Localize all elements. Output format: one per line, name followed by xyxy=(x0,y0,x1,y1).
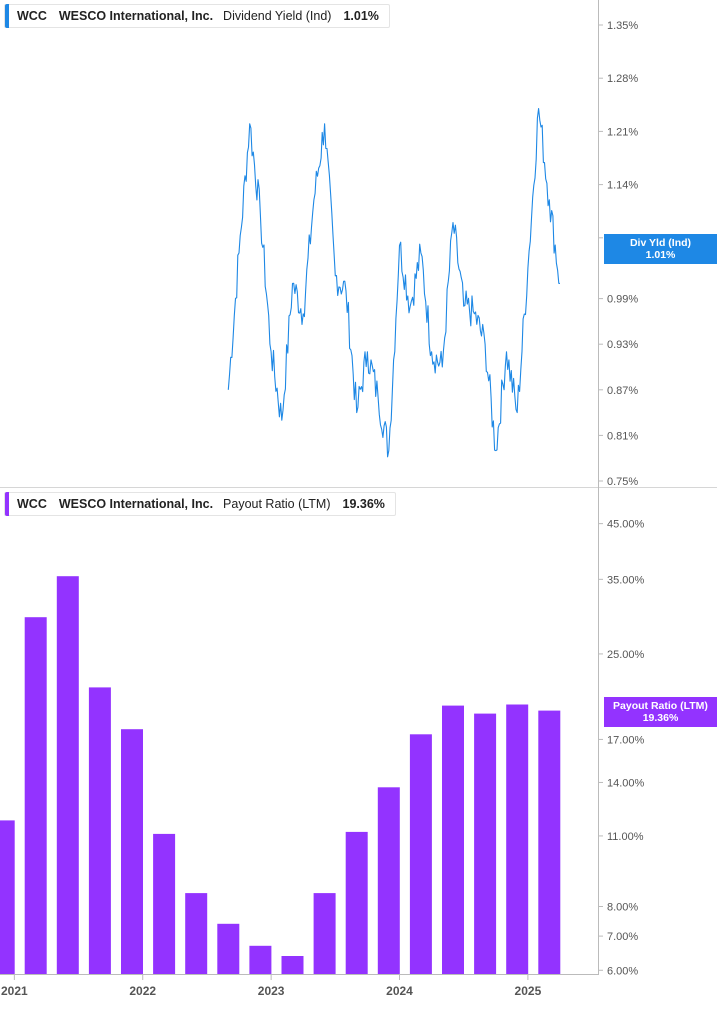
y-tick-label: 0.93% xyxy=(607,339,638,351)
y-tick-label: 35.00% xyxy=(607,574,645,586)
payout-bar xyxy=(88,687,111,974)
y-tick-label: 1.28% xyxy=(607,73,638,85)
x-tick-label: 2024 xyxy=(386,984,413,998)
dividend-yield-line xyxy=(227,108,561,458)
current-value-tag-payout: Payout Ratio (LTM) 19.36% xyxy=(604,697,717,727)
y-tick-label: 25.00% xyxy=(607,649,645,661)
y-tick-label: 45.00% xyxy=(607,519,645,531)
legend-metric: Dividend Yield (Ind) xyxy=(223,9,332,23)
tag-title: Payout Ratio (LTM) xyxy=(613,700,708,712)
legend-value: 1.01% xyxy=(343,9,379,23)
payout-bar xyxy=(538,710,561,974)
legend-value: 19.36% xyxy=(342,497,385,511)
x-tick-label: 2023 xyxy=(258,984,285,998)
legend-ticker: WCC xyxy=(17,497,47,511)
x-tick-label: 2021 xyxy=(1,984,28,998)
bottom-y-axis: 6.00% 7.00% 8.00% 11.00% 14.00% 17.00% 25.00% 3… xyxy=(599,519,645,977)
legend-company: WESCO International, Inc. xyxy=(58,497,214,511)
payout-bar xyxy=(56,576,79,974)
payout-bar xyxy=(409,734,432,974)
y-tick-label: 0.75% xyxy=(607,476,638,488)
x-axis: 2021 2022 2023 2024 2025 xyxy=(1,975,542,998)
bottom-legend: WCC WESCO International, Inc. Payout Rat… xyxy=(4,492,396,516)
legend-swatch-line xyxy=(5,4,9,28)
legend-company: WESCO International, Inc. xyxy=(58,9,214,23)
y-tick-label: 11.00% xyxy=(607,831,644,843)
legend-swatch-bar xyxy=(5,492,9,516)
y-tick-label: 0.99% xyxy=(607,294,638,306)
y-tick-label: 7.00% xyxy=(607,931,638,943)
y-tick-label: 14.00% xyxy=(607,777,645,789)
payout-bar xyxy=(153,833,176,974)
tag-value: 1.01% xyxy=(645,249,676,261)
tag-title: Div Yld (Ind) xyxy=(629,237,692,249)
y-tick-label: 0.87% xyxy=(607,385,638,397)
payout-bar xyxy=(474,713,497,974)
current-value-tag-yield: Div Yld (Ind) 1.01% xyxy=(604,234,717,264)
y-tick-label: 6.00% xyxy=(607,965,638,977)
y-tick-label: 0.81% xyxy=(607,430,638,442)
y-tick-label: 8.00% xyxy=(607,902,638,914)
y-tick-label: 17.00% xyxy=(607,734,645,746)
y-tick-label: 1.14% xyxy=(607,180,638,192)
payout-bar xyxy=(0,820,15,974)
payout-bar xyxy=(313,893,336,974)
x-tick-label: 2025 xyxy=(515,984,542,998)
tag-value: 19.36% xyxy=(642,712,679,724)
legend-ticker: WCC xyxy=(17,9,47,23)
payout-bar xyxy=(121,729,143,974)
payout-bar xyxy=(345,831,368,974)
x-tick-label: 2022 xyxy=(129,984,156,998)
payout-bar xyxy=(506,704,529,974)
legend-metric: Payout Ratio (LTM) xyxy=(223,497,331,511)
top-legend: WCC WESCO International, Inc. Dividend Y… xyxy=(4,4,390,28)
top-plot xyxy=(227,108,561,458)
payout-bar xyxy=(377,787,400,974)
bottom-plot xyxy=(0,576,561,974)
y-tick-label: 1.21% xyxy=(607,126,638,138)
payout-bar xyxy=(249,945,272,974)
payout-bar xyxy=(217,923,240,974)
y-tick-label: 1.35% xyxy=(607,20,638,32)
payout-bar xyxy=(24,617,47,974)
payout-bar xyxy=(281,956,304,974)
payout-bar xyxy=(442,705,464,974)
payout-bar xyxy=(185,893,208,974)
